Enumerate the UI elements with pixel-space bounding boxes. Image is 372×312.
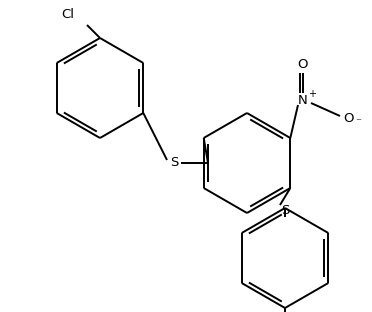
Text: +: + <box>308 89 316 99</box>
Text: N: N <box>298 94 308 106</box>
Text: S: S <box>281 203 289 217</box>
Text: S: S <box>170 157 178 169</box>
Text: O: O <box>343 111 353 124</box>
Text: Cl: Cl <box>61 8 74 22</box>
Text: O: O <box>298 59 308 71</box>
Text: ⁻: ⁻ <box>355 117 361 127</box>
